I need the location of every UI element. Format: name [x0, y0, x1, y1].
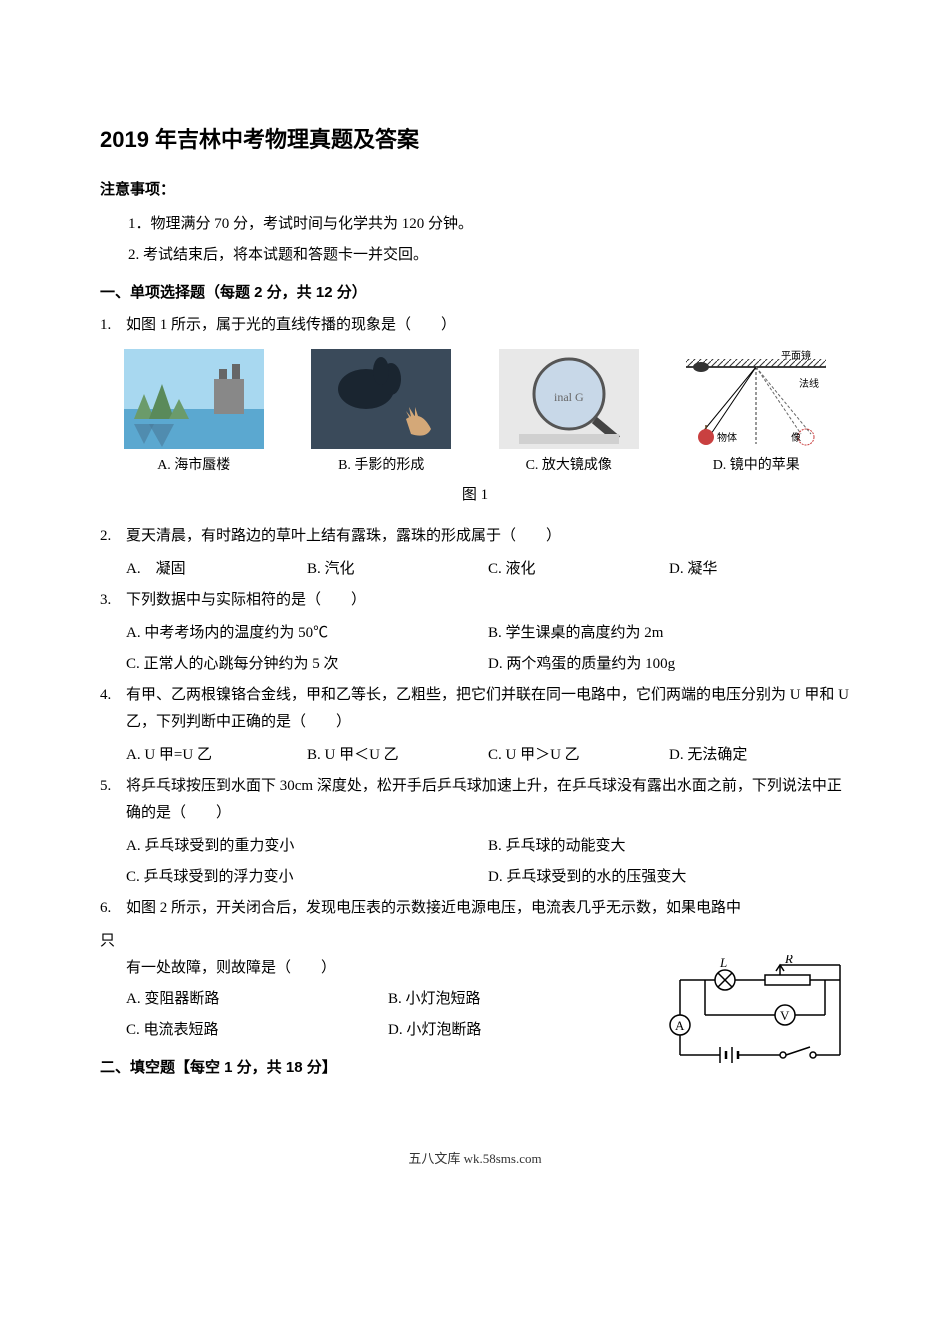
q4-num: 4.: [100, 682, 126, 736]
notice-item-1: 1．物理满分 70 分，考试时间与化学共为 120 分钟。: [128, 211, 850, 238]
q6-text-2: 只: [100, 928, 850, 955]
q3-text: 下列数据中与实际相符的是（ ）: [126, 587, 850, 614]
question-3: 3. 下列数据中与实际相符的是（ ）: [100, 587, 850, 614]
svg-text:inal G: inal G: [554, 390, 584, 404]
q3-opt-b: B. 学生课桌的高度约为 2m: [488, 620, 850, 647]
q2-options: A. 凝固 B. 汽化 C. 液化 D. 凝华: [126, 556, 850, 583]
shadow-image: [311, 349, 451, 449]
mirror-label: 平面镜: [781, 349, 811, 362]
q6-text-1: 如图 2 所示，开关闭合后，发现电压表的示数接近电源电压，电流表几乎无示数，如果…: [126, 895, 850, 922]
q2-opt-c: C. 液化: [488, 556, 669, 583]
q6-opt-c: C. 电流表短路: [126, 1017, 388, 1044]
mirage-image: [124, 349, 264, 449]
q2-opt-b: B. 汽化: [307, 556, 488, 583]
question-2: 2. 夏天清晨，有时路边的草叶上结有露珠，露珠的形成属于（ ）: [100, 523, 850, 550]
bulb-label: L: [719, 955, 727, 970]
figure-row-1: A. 海市蜃楼 B. 手影的形成 inal G C. 放大镜成像: [100, 349, 850, 478]
figure-1-label: 图 1: [100, 482, 850, 509]
page-title: 2019 年吉林中考物理真题及答案: [100, 120, 850, 160]
image-label: 像: [791, 432, 801, 444]
page-footer: 五八文库 wk.58sms.com: [100, 1147, 850, 1170]
q5-opt-d: D. 乒乓球受到的水的压强变大: [488, 864, 850, 891]
q4-text: 有甲、乙两根镍铬合金线，甲和乙等长，乙粗些，把它们并联在同一电路中，它们两端的电…: [126, 682, 850, 736]
q6-opt-a: A. 变阻器断路: [126, 986, 388, 1013]
voltmeter-label: V: [780, 1008, 790, 1023]
notice-header: 注意事项：: [100, 176, 850, 203]
q6-text-3: 有一处故障，则故障是（ ）: [126, 955, 650, 982]
q6-options-2: C. 电流表短路 D. 小灯泡断路: [126, 1017, 650, 1044]
q4-opt-d: D. 无法确定: [669, 742, 850, 769]
section-1-header: 一、单项选择题（每题 2 分，共 12 分）: [100, 279, 850, 306]
figure-a: A. 海市蜃楼: [100, 349, 288, 478]
q2-text: 夏天清晨，有时路边的草叶上结有露珠，露珠的形成属于（ ）: [126, 523, 850, 550]
q5-options-1: A. 乒乓球受到的重力变小 B. 乒乓球的动能变大: [126, 833, 850, 860]
q2-num: 2.: [100, 523, 126, 550]
q6-options-1: A. 变阻器断路 B. 小灯泡短路: [126, 986, 650, 1013]
q2-opt-a: A. 凝固: [126, 556, 307, 583]
circuit-diagram: L R A: [660, 955, 860, 1075]
figure-c-caption: C. 放大镜成像: [475, 453, 663, 478]
q6-num: 6.: [100, 895, 126, 922]
q4-opt-c: C. U 甲＞U 乙: [488, 742, 669, 769]
q5-opt-b: B. 乒乓球的动能变大: [488, 833, 850, 860]
figure-c: inal G C. 放大镜成像: [475, 349, 663, 478]
q2-opt-d: D. 凝华: [669, 556, 850, 583]
q3-opt-a: A. 中考考场内的温度约为 50℃: [126, 620, 488, 647]
q5-options-2: C. 乒乓球受到的浮力变小 D. 乒乓球受到的水的压强变大: [126, 864, 850, 891]
question-6: 6. 如图 2 所示，开关闭合后，发现电压表的示数接近电源电压，电流表几乎无示数…: [100, 895, 850, 922]
normal-label: 法线: [799, 377, 819, 390]
q5-text: 将乒乓球按压到水面下 30cm 深度处，松开手后乒乓球加速上升，在乒乓球没有露出…: [126, 773, 850, 827]
q3-num: 3.: [100, 587, 126, 614]
figure-d: 平面镜 法线 物体 像 D. 镜中的苹果: [663, 349, 851, 478]
figure-d-caption: D. 镜中的苹果: [663, 453, 851, 478]
q5-opt-a: A. 乒乓球受到的重力变小: [126, 833, 488, 860]
figure-a-caption: A. 海市蜃楼: [100, 453, 288, 478]
section-2-header: 二、填空题【每空 1 分，共 18 分】: [100, 1054, 650, 1081]
q4-options: A. U 甲=U 乙 B. U 甲＜U 乙 C. U 甲＞U 乙 D. 无法确定: [126, 742, 850, 769]
q4-opt-a: A. U 甲=U 乙: [126, 742, 307, 769]
q3-opt-d: D. 两个鸡蛋的质量约为 100g: [488, 651, 850, 678]
object-label: 物体: [717, 431, 737, 444]
q1-num: 1.: [100, 312, 126, 339]
figure-b: B. 手影的形成: [288, 349, 476, 478]
mirror-diagram: 平面镜 法线 物体 像: [681, 349, 831, 449]
q5-num: 5.: [100, 773, 126, 827]
q6-opt-d: D. 小灯泡断路: [388, 1017, 650, 1044]
q3-options-2: C. 正常人的心跳每分钟约为 5 次 D. 两个鸡蛋的质量约为 100g: [126, 651, 850, 678]
q6-opt-b: B. 小灯泡短路: [388, 986, 650, 1013]
rheostat-label: R: [784, 955, 793, 966]
question-4: 4. 有甲、乙两根镍铬合金线，甲和乙等长，乙粗些，把它们并联在同一电路中，它们两…: [100, 682, 850, 736]
q6-wrapper: 有一处故障，则故障是（ ） A. 变阻器断路 B. 小灯泡短路 C. 电流表短路…: [100, 955, 850, 1087]
ammeter-label: A: [675, 1018, 685, 1033]
notice-item-2: 2. 考试结束后，将本试题和答题卡一并交回。: [128, 242, 850, 269]
q4-opt-b: B. U 甲＜U 乙: [307, 742, 488, 769]
q3-opt-c: C. 正常人的心跳每分钟约为 5 次: [126, 651, 488, 678]
q5-opt-c: C. 乒乓球受到的浮力变小: [126, 864, 488, 891]
q3-options-1: A. 中考考场内的温度约为 50℃ B. 学生课桌的高度约为 2m: [126, 620, 850, 647]
question-5: 5. 将乒乓球按压到水面下 30cm 深度处，松开手后乒乓球加速上升，在乒乓球没…: [100, 773, 850, 827]
q1-text: 如图 1 所示，属于光的直线传播的现象是（ ）: [126, 312, 850, 339]
question-1: 1. 如图 1 所示，属于光的直线传播的现象是（ ）: [100, 312, 850, 339]
magnifier-image: inal G: [499, 349, 639, 449]
figure-b-caption: B. 手影的形成: [288, 453, 476, 478]
